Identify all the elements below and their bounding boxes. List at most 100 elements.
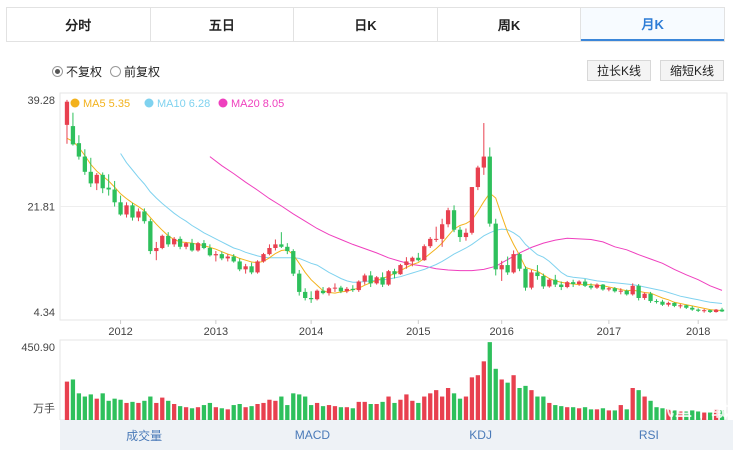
extend-kline-button[interactable]: 拉长K线 [587, 60, 652, 81]
volume-bar [600, 408, 606, 420]
volume-bar [439, 396, 445, 420]
candle-body [672, 302, 677, 306]
volume-bar [487, 342, 492, 420]
candle-body [565, 282, 570, 288]
volume-bar [451, 393, 457, 420]
volume-bar [255, 404, 260, 420]
tab-volume[interactable]: 成交量 [126, 428, 163, 443]
candle-body [493, 223, 498, 270]
volume-bar [189, 408, 195, 420]
candle-body [624, 290, 629, 295]
radio-unadjusted-dot[interactable] [52, 66, 63, 77]
candle-body [457, 229, 463, 238]
volume-bar [332, 406, 338, 420]
volume-bar [308, 405, 314, 420]
volume-bar [398, 399, 403, 420]
tab-weekly-k[interactable]: 周K [438, 8, 582, 41]
volume-bar [511, 375, 516, 420]
candle-body [124, 205, 129, 215]
candle-body [82, 156, 87, 172]
volume-bar [702, 412, 707, 420]
volume-bar [154, 402, 159, 420]
volume-bar [148, 396, 153, 420]
candle-body [112, 189, 117, 203]
candle-body [505, 265, 510, 273]
volume-bar [576, 408, 582, 420]
candle-body [582, 281, 588, 286]
candle-body [571, 282, 576, 284]
volume-bar [642, 396, 647, 420]
candle-body [350, 288, 355, 291]
candle-body [380, 277, 385, 285]
x-tick-label: 2015 [406, 326, 430, 338]
candle-body [487, 156, 492, 224]
candle-body [76, 143, 82, 157]
radio-unadjusted[interactable]: 不复权 [52, 63, 102, 80]
tab-intraday[interactable]: 分时 [7, 8, 151, 41]
chart-grid [59, 92, 728, 420]
watermark: 飞鱼下载 [657, 401, 729, 420]
volume-bar [624, 409, 629, 420]
volume-bar [201, 405, 207, 420]
volume-bar [475, 375, 481, 420]
candle-body [237, 261, 242, 270]
candle-body [368, 275, 373, 284]
volume-bar [713, 409, 719, 420]
volume-bar [565, 407, 570, 420]
candle-body [600, 284, 606, 290]
candle-body [713, 309, 719, 313]
tab-rsi[interactable]: RSI [638, 428, 659, 442]
volume-bar [303, 396, 308, 420]
candle-body [523, 268, 528, 288]
candle-body [678, 305, 683, 307]
radio-forward-adjusted-label: 前复权 [124, 65, 161, 79]
volume-bar [350, 408, 355, 420]
candle-body [267, 248, 272, 255]
volume-bar [183, 407, 189, 420]
tab-daily-k[interactable]: 日K [294, 8, 438, 41]
radio-forward-adjusted-dot[interactable] [110, 66, 122, 77]
candle-body [249, 266, 254, 273]
radio-forward-adjusted[interactable]: 前复权 [110, 63, 160, 80]
volume-bar [463, 396, 469, 420]
volume-axis-max-label: 450.90 [21, 342, 55, 354]
volume-bar [672, 410, 677, 420]
volume-bar [94, 398, 99, 420]
volume-bar [422, 396, 427, 420]
x-tick-label: 2017 [597, 326, 621, 338]
candle-body [172, 238, 177, 245]
tab-five-day[interactable]: 五日 [151, 8, 295, 41]
candle-body [475, 167, 481, 188]
volume-bar [559, 406, 564, 420]
shorten-kline-button[interactable]: 缩短K线 [660, 60, 725, 81]
volume-axis-unit-label: 万手 [33, 401, 55, 415]
candle-body [422, 246, 427, 261]
volume-bar [106, 400, 111, 420]
indicator-tabs: 成交量 MACD KDJ RSI [60, 420, 733, 450]
candle-body [481, 156, 486, 168]
volume-bar [70, 379, 76, 420]
volume-bar [481, 361, 486, 420]
volume-bar [445, 388, 451, 420]
candle-body [100, 174, 105, 189]
tab-macd[interactable]: MACD [294, 428, 331, 442]
volume-bar [297, 394, 302, 420]
legend-ma5-label: MA5 5.35 [83, 98, 130, 110]
volume-bar [243, 407, 248, 420]
volume-bar [404, 394, 409, 420]
candle-body [213, 254, 218, 256]
tab-monthly-k[interactable]: 月K [581, 8, 724, 41]
tab-kdj[interactable]: KDJ [469, 428, 492, 442]
candle-body [255, 261, 260, 273]
volume-bar [648, 400, 653, 420]
candle-body [690, 307, 695, 310]
volume-bar [535, 396, 540, 420]
candle-body [451, 210, 457, 230]
x-tick-label: 2014 [299, 326, 323, 338]
volume-bar [392, 402, 397, 420]
volume-bar [231, 405, 236, 420]
candle-body [166, 235, 171, 245]
candle-body [612, 288, 617, 292]
volume-bar [696, 411, 701, 420]
volume-bar [654, 407, 659, 420]
